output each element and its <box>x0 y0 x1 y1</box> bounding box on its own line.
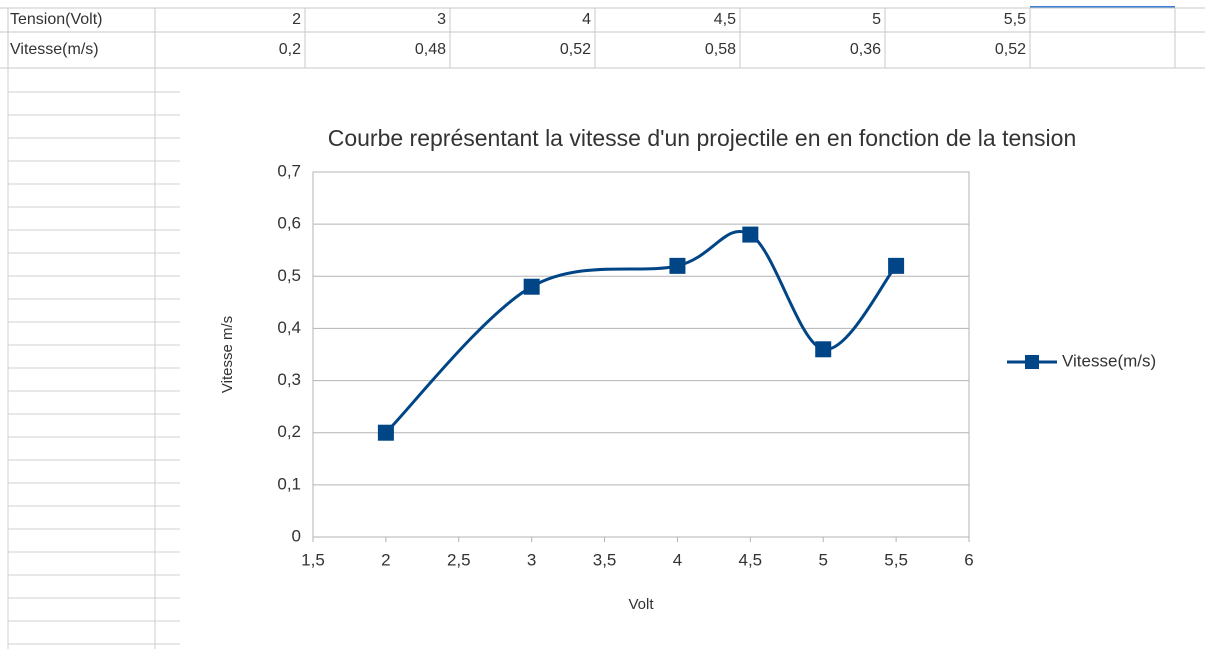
cell: 5,5 <box>1004 11 1026 28</box>
x-tick-label: 2 <box>381 550 390 569</box>
cell: 0,58 <box>705 41 736 58</box>
marker <box>669 257 686 274</box>
y-tick-label: 0,7 <box>277 161 301 180</box>
x-tick-label: 5,5 <box>884 550 908 569</box>
y-tick-label: 0,6 <box>277 214 301 233</box>
x-tick-label: 2,5 <box>447 550 471 569</box>
chart-background <box>185 105 1200 645</box>
y-tick-label: 0,1 <box>277 474 301 493</box>
x-tick-label: 6 <box>964 550 973 569</box>
legend-label: Vitesse(m/s) <box>1062 351 1156 370</box>
x-tick-label: 1,5 <box>301 550 325 569</box>
legend-marker <box>1025 355 1039 369</box>
marker <box>815 341 832 358</box>
marker <box>523 278 540 295</box>
cell: Tension(Volt) <box>10 11 103 28</box>
cell: 0,2 <box>279 41 301 58</box>
cell: 3 <box>437 11 446 28</box>
y-axis-label: Vitesse m/s <box>219 316 236 393</box>
y-tick-label: 0,2 <box>277 422 301 441</box>
cell: Vitesse(m/s) <box>10 41 99 58</box>
x-tick-label: 5 <box>818 550 827 569</box>
cell: 0,36 <box>850 41 881 58</box>
plot-border <box>312 171 970 538</box>
x-tick-label: 4,5 <box>739 550 763 569</box>
chart-title: Courbe représentant la vitesse d'un proj… <box>328 125 1077 151</box>
y-tick-label: 0,4 <box>277 318 301 337</box>
y-tick-label: 0,5 <box>277 266 301 285</box>
cell: 5 <box>872 11 881 28</box>
cell: 4,5 <box>714 11 736 28</box>
y-tick-label: 0 <box>292 526 301 545</box>
y-tick-label: 0,3 <box>277 370 301 389</box>
cell: 4 <box>582 11 591 28</box>
cell: 0,52 <box>560 41 591 58</box>
x-axis-label: Volt <box>628 596 654 613</box>
x-tick-label: 4 <box>673 550 682 569</box>
marker <box>377 424 394 441</box>
cell: 2 <box>292 11 301 28</box>
cell: 0,48 <box>415 41 446 58</box>
x-tick-label: 3,5 <box>593 550 617 569</box>
marker <box>742 226 759 243</box>
cell: 0,52 <box>995 41 1026 58</box>
x-tick-label: 3 <box>527 550 536 569</box>
marker <box>888 257 905 274</box>
